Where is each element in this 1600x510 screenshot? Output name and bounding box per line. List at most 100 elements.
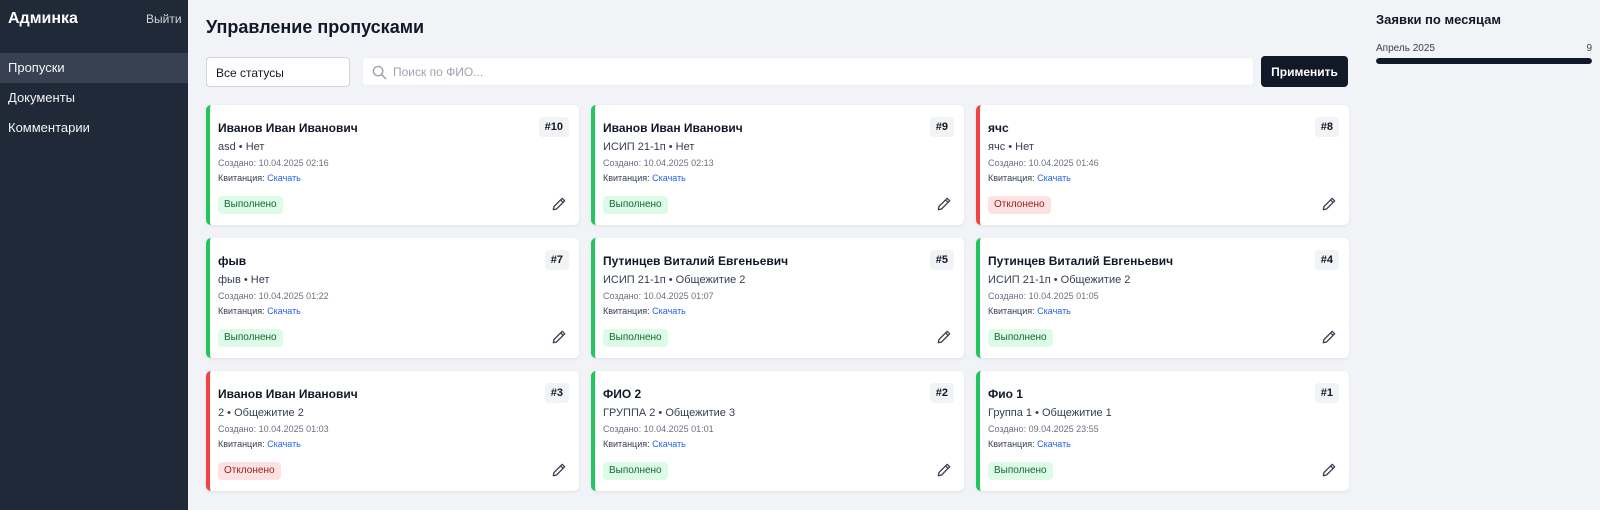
pencil-icon[interactable] [551,462,567,478]
card-group-dorm: ГРУППА 2 • Общежитие 3 [603,407,736,419]
card-number-badge: #8 [1314,117,1339,137]
pass-card: Иванов Иван Иванович ИСИП 21-1п • Нет Созд… [591,105,964,225]
pass-card: ячс ячс • Нет Создано: 10.04.2025 01:46 Кви… [976,105,1349,225]
pencil-icon[interactable] [936,329,952,345]
receipt-download-link[interactable]: Скачать [1037,439,1071,449]
pass-card: фыв фыв • Нет Создано: 10.04.2025 01:22 Кви… [206,238,579,358]
pass-cards-grid: Иванов Иван Иванович asd • Нет Создано: 10… [206,105,1349,491]
status-badge: Выполнено [603,462,668,480]
card-created: Создано: 10.04.2025 01:03 [218,424,329,434]
card-name: Путинцев Виталий Евгеньевич [603,254,789,268]
search-input[interactable] [393,62,1243,82]
pencil-icon[interactable] [936,196,952,212]
card-created: Создано: 10.04.2025 01:22 [218,291,329,301]
month-label: Апрель 2025 [1376,43,1435,54]
card-receipt: Квитанция: Скачать [218,173,301,183]
status-filter-select[interactable]: Все статусы [206,57,350,87]
receipt-download-link[interactable]: Скачать [1037,173,1071,183]
card-name: Иванов Иван Иванович [218,387,358,401]
receipt-label: Квитанция: [988,173,1035,183]
card-name: Путинцев Виталий Евгеньевич [988,254,1174,268]
receipt-download-link[interactable]: Скачать [652,439,686,449]
card-receipt: Квитанция: Скачать [218,306,301,316]
sidebar-item-comments[interactable]: Комментарии [8,120,90,135]
card-number-badge: #4 [1314,250,1339,270]
card-number-badge: #1 [1314,383,1339,403]
month-count: 9 [1586,43,1592,54]
pass-card: Иванов Иван Иванович 2 • Общежитие 2 Созда… [206,371,579,491]
search-box [362,57,1254,86]
card-name: Иванов Иван Иванович [603,121,743,135]
card-receipt: Квитанция: Скачать [988,173,1071,183]
card-group-dorm: фыв • Нет [218,274,270,286]
receipt-label: Квитанция: [603,306,650,316]
card-created: Создано: 10.04.2025 01:46 [988,158,1099,168]
card-name: фыв [218,254,247,268]
status-badge: Отклонено [218,462,281,480]
card-created: Создано: 10.04.2025 01:07 [603,291,714,301]
receipt-label: Квитанция: [218,173,265,183]
card-group-dorm: ИСИП 21-1п • Общежитие 2 [603,274,746,286]
card-name: Иванов Иван Иванович [218,121,358,135]
main-content: Управление пропусками Все статусы Примен… [206,0,1349,510]
status-badge: Выполнено [218,196,283,214]
card-group-dorm: ИСИП 21-1п • Нет [603,141,695,153]
card-number-badge: #9 [929,117,954,137]
receipt-download-link[interactable]: Скачать [1037,306,1071,316]
card-group-dorm: ИСИП 21-1п • Общежитие 2 [988,274,1131,286]
receipt-label: Квитанция: [603,173,650,183]
status-badge: Выполнено [603,329,668,347]
receipt-download-link[interactable]: Скачать [652,306,686,316]
card-created: Создано: 10.04.2025 01:01 [603,424,714,434]
pass-card: ФИО 2 ГРУППА 2 • Общежитие 3 Создано: 10.0… [591,371,964,491]
pencil-icon[interactable] [936,462,952,478]
receipt-download-link[interactable]: Скачать [267,173,301,183]
receipt-download-link[interactable]: Скачать [267,306,301,316]
receipt-label: Квитанция: [988,439,1035,449]
receipt-download-link[interactable]: Скачать [652,173,686,183]
monthly-stats-title: Заявки по месяцам [1376,12,1501,27]
status-badge: Выполнено [988,462,1053,480]
card-group-dorm: ячс • Нет [988,141,1034,153]
receipt-label: Квитанция: [218,306,265,316]
sidebar-item-passes[interactable]: Пропуски [0,53,188,83]
card-created: Создано: 10.04.2025 01:05 [988,291,1099,301]
card-name: ФИО 2 [603,387,642,401]
pass-card: Фио 1 Группа 1 • Общежитие 1 Создано: 09.0… [976,371,1349,491]
card-receipt: Квитанция: Скачать [603,173,686,183]
month-progress-fill [1376,58,1592,64]
receipt-label: Квитанция: [603,439,650,449]
card-group-dorm: asd • Нет [218,141,265,153]
receipt-label: Квитанция: [988,306,1035,316]
card-receipt: Квитанция: Скачать [603,439,686,449]
pencil-icon[interactable] [1321,329,1337,345]
pencil-icon[interactable] [551,329,567,345]
month-progress-track [1376,58,1592,64]
card-receipt: Квитанция: Скачать [988,439,1071,449]
status-badge: Выполнено [218,329,283,347]
card-created: Создано: 10.04.2025 02:13 [603,158,714,168]
logout-link[interactable]: Выйти [146,12,182,26]
sidebar-item-documents[interactable]: Документы [8,90,76,105]
card-number-badge: #7 [544,250,569,270]
pencil-icon[interactable] [1321,462,1337,478]
pass-card: Путинцев Виталий Евгеньевич ИСИП 21-1п • … [976,238,1349,358]
card-group-dorm: 2 • Общежитие 2 [218,407,304,419]
card-receipt: Квитанция: Скачать [603,306,686,316]
card-name: ячс [988,121,1009,135]
card-created: Создано: 10.04.2025 02:16 [218,158,329,168]
card-name: Фио 1 [988,387,1023,401]
card-number-badge: #3 [544,383,569,403]
receipt-download-link[interactable]: Скачать [267,439,301,449]
sidebar: Админка Выйти Пропуски Документы Коммент… [0,0,188,510]
search-icon [372,65,387,80]
status-badge: Отклонено [988,196,1051,214]
apply-button[interactable]: Применить [1261,56,1348,87]
card-number-badge: #5 [929,250,954,270]
pencil-icon[interactable] [551,196,567,212]
sidebar-nav: Пропуски Документы Комментарии [0,53,188,143]
pencil-icon[interactable] [1321,196,1337,212]
pass-card: Иванов Иван Иванович asd • Нет Создано: 10… [206,105,579,225]
status-badge: Выполнено [988,329,1053,347]
card-receipt: Квитанция: Скачать [218,439,301,449]
